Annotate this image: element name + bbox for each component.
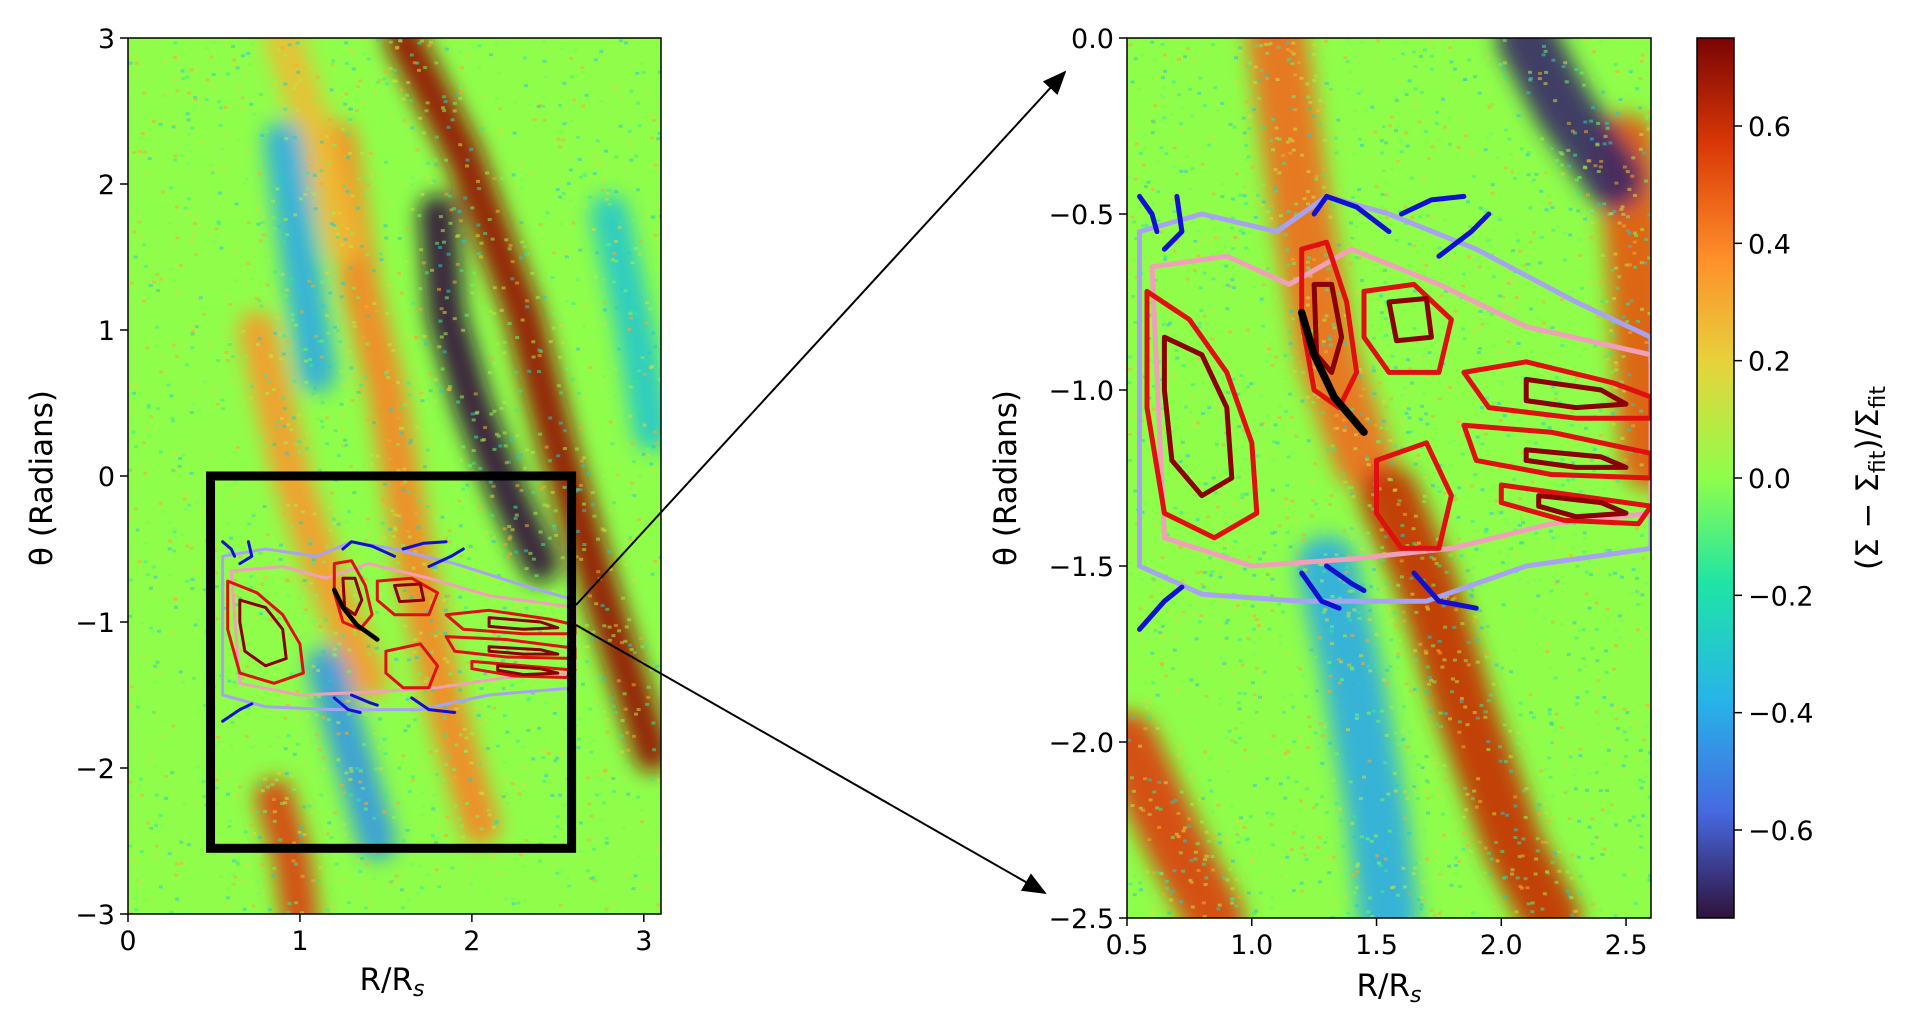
y-tick-label: −3 <box>75 900 115 931</box>
colorbar-tick-label: 0.0 <box>1748 464 1791 495</box>
contour-red-2 <box>1144 288 1260 541</box>
overdense-band-2 <box>238 311 388 700</box>
colorbar: −0.6 −0.4 −0.2 0.0 0.2 0.4 0.6 (Σ − Σfit)/Σfit <box>1696 37 1891 919</box>
y-tick-label: −1.0 <box>1048 376 1114 407</box>
contour-blue-17 <box>341 540 396 558</box>
full-axis-ticks: 0 1 2 3 −3 −2 −1 0 1 2 3 <box>75 24 652 957</box>
colorbar-gradient <box>1696 37 1735 919</box>
contour-blue-16 <box>238 540 254 566</box>
contour-blue-19 <box>1436 211 1492 259</box>
underdense-band-4 <box>1496 38 1644 209</box>
contour-blue-20 <box>1137 584 1185 632</box>
contour-darkred-12 <box>487 616 560 631</box>
contour-red-8 <box>470 659 577 679</box>
y-tick-label: 0.0 <box>1071 24 1114 55</box>
zoom-region-box <box>206 471 577 853</box>
x-tick-label: 0 <box>119 926 136 957</box>
contour-blue-23 <box>1411 570 1479 611</box>
y-tick-label: −0.5 <box>1048 200 1114 231</box>
contour-blue-18 <box>1399 193 1467 217</box>
contour-darkred-10 <box>1311 281 1345 375</box>
zoom-arrow-bottom <box>575 624 1047 894</box>
colorbar-label: (Σ − Σfit)/Σfit <box>1850 386 1891 570</box>
contour-blue-21 <box>332 696 362 714</box>
contour-darkred-12 <box>1523 376 1629 411</box>
full-heatmap-panel: 0 1 2 3 −3 −2 −1 0 1 2 3 R/Rs θ (Radians) <box>24 24 662 1002</box>
zoom-axis-ticks: 0.5 1.0 1.5 2.0 2.5 −2.5 −2.0 −1.5 −1.0 −0.5 0.0 <box>1048 24 1647 961</box>
contour-darkred-9 <box>238 598 288 668</box>
colorbar-tick-label: 0.4 <box>1748 229 1791 260</box>
colorbar-tick-label: 0.2 <box>1748 347 1791 378</box>
colorbar-tick-label: −0.6 <box>1748 816 1814 847</box>
contour-red-2 <box>226 579 305 685</box>
overdense-band-3 <box>255 778 319 914</box>
zoom-arrow-top <box>575 70 1067 606</box>
contour-blue-21 <box>1299 570 1342 611</box>
x-tick-label: 2.5 <box>1605 930 1648 961</box>
contour-red-7 <box>1461 422 1651 481</box>
y-tick-label: −2.0 <box>1048 728 1114 759</box>
colorbar-tick-label: −0.4 <box>1748 699 1814 730</box>
contour-darkred-14 <box>1536 493 1629 520</box>
y-tick-label: −1 <box>75 608 115 639</box>
x-tick-label: 1.0 <box>1230 930 1273 961</box>
contour-blue-22 <box>1324 563 1367 594</box>
x-tick-label: 2.0 <box>1480 930 1523 961</box>
contour-blue-16 <box>1161 193 1185 252</box>
contour-red-8 <box>1498 482 1651 527</box>
contour-light-0 <box>1137 193 1651 604</box>
zoom-heatmap-image <box>1127 38 1651 918</box>
contour-darkred-14 <box>496 664 560 677</box>
contour-blue-19 <box>427 547 465 568</box>
black-arc <box>1297 308 1368 436</box>
contour-darkred-11 <box>393 582 426 604</box>
y-tick-label: −2 <box>75 754 115 785</box>
contour-blue-17 <box>1311 193 1392 235</box>
contour-darkred-13 <box>1523 447 1629 470</box>
y-tick-label: 2 <box>98 170 115 201</box>
full-x-axis-label: R/Rs <box>360 962 425 1002</box>
overdense-band-4 <box>263 38 362 262</box>
x-tick-label: 1 <box>291 926 308 957</box>
y-tick-label: −2.5 <box>1048 904 1114 935</box>
contour-blue-15 <box>1137 193 1160 235</box>
overdense-band-0 <box>384 38 661 773</box>
contour-red-4 <box>375 576 439 617</box>
contour-red-4 <box>1361 281 1454 375</box>
zoom-plot-frame <box>1126 37 1652 919</box>
black-arc <box>332 587 380 642</box>
y-tick-label: −1.5 <box>1048 552 1114 583</box>
contour-darkred-10 <box>341 576 364 617</box>
x-tick-label: 0.5 <box>1106 930 1149 961</box>
y-tick-label: 3 <box>98 24 115 55</box>
colorbar-tick-label: −0.2 <box>1748 581 1814 612</box>
x-tick-label: 1.5 <box>1355 930 1398 961</box>
zoom-x-axis-label: R/Rs <box>1357 968 1422 1008</box>
underdense-band-8 <box>590 194 661 452</box>
x-tick-label: 3 <box>635 926 652 957</box>
contour-darkred-13 <box>487 645 560 656</box>
full-y-axis-label: θ (Radians) <box>24 390 60 566</box>
contour-blue-23 <box>410 696 457 714</box>
y-tick-label: 0 <box>98 462 115 493</box>
contour-red-5 <box>384 642 439 690</box>
contour-darkred-11 <box>1386 296 1434 344</box>
x-tick-label: 2 <box>463 926 480 957</box>
contour-blue-18 <box>401 540 448 551</box>
contour-darkred-9 <box>1161 334 1235 499</box>
contour-blue-20 <box>221 702 254 723</box>
zoom-y-axis-label: θ (Radians) <box>988 390 1024 566</box>
contour-red-6 <box>1461 359 1651 421</box>
contour-blue-22 <box>350 693 379 707</box>
underdense-band-5 <box>1296 536 1419 918</box>
zoom-heatmap-panel: 0.5 1.0 1.5 2.0 2.5 −2.5 −2.0 −1.5 −1.0 −0.5 0.0 R… <box>988 24 1652 1008</box>
colorbar-tick-label: 0.6 <box>1748 112 1791 143</box>
contour-red-5 <box>1374 440 1454 551</box>
underdense-band-6 <box>263 121 337 393</box>
contour-blue-15 <box>221 540 237 558</box>
y-tick-label: 1 <box>98 316 115 347</box>
